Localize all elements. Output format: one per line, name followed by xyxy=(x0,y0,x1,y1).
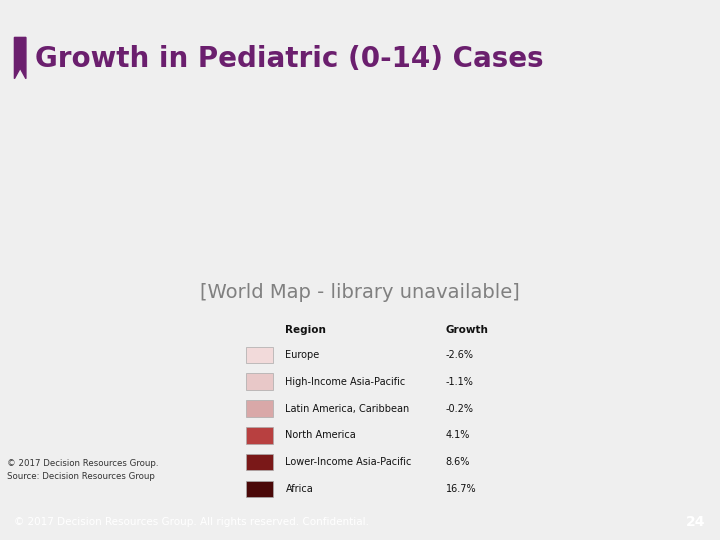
Text: 8.6%: 8.6% xyxy=(446,457,470,467)
Text: 16.7%: 16.7% xyxy=(446,484,476,494)
Bar xyxy=(246,400,273,417)
Text: -2.6%: -2.6% xyxy=(446,350,474,360)
Text: Lower-Income Asia-Pacific: Lower-Income Asia-Pacific xyxy=(285,457,412,467)
Text: Europe: Europe xyxy=(285,350,320,360)
Bar xyxy=(246,454,273,470)
Text: 4.1%: 4.1% xyxy=(446,430,470,440)
Text: Region: Region xyxy=(285,325,326,335)
Text: Growth in Pediatric (0-14) Cases: Growth in Pediatric (0-14) Cases xyxy=(35,45,543,73)
Text: [World Map - library unavailable]: [World Map - library unavailable] xyxy=(200,284,520,302)
Text: Africa: Africa xyxy=(285,484,313,494)
Bar xyxy=(246,347,273,363)
Bar xyxy=(246,481,273,497)
Text: Latin America, Caribbean: Latin America, Caribbean xyxy=(285,403,410,414)
Text: High-Income Asia-Pacific: High-Income Asia-Pacific xyxy=(285,377,406,387)
Text: Growth: Growth xyxy=(446,325,488,335)
Polygon shape xyxy=(14,37,26,79)
Text: -1.1%: -1.1% xyxy=(446,377,474,387)
Bar xyxy=(246,374,273,390)
Text: North America: North America xyxy=(285,430,356,440)
Text: 24: 24 xyxy=(686,516,706,529)
Text: © 2017 Decision Resources Group. All rights reserved. Confidential.: © 2017 Decision Resources Group. All rig… xyxy=(14,517,369,528)
Text: © 2017 Decision Resources Group.
Source: Decision Resources Group: © 2017 Decision Resources Group. Source:… xyxy=(7,459,158,481)
Bar xyxy=(246,427,273,443)
Text: -0.2%: -0.2% xyxy=(446,403,474,414)
